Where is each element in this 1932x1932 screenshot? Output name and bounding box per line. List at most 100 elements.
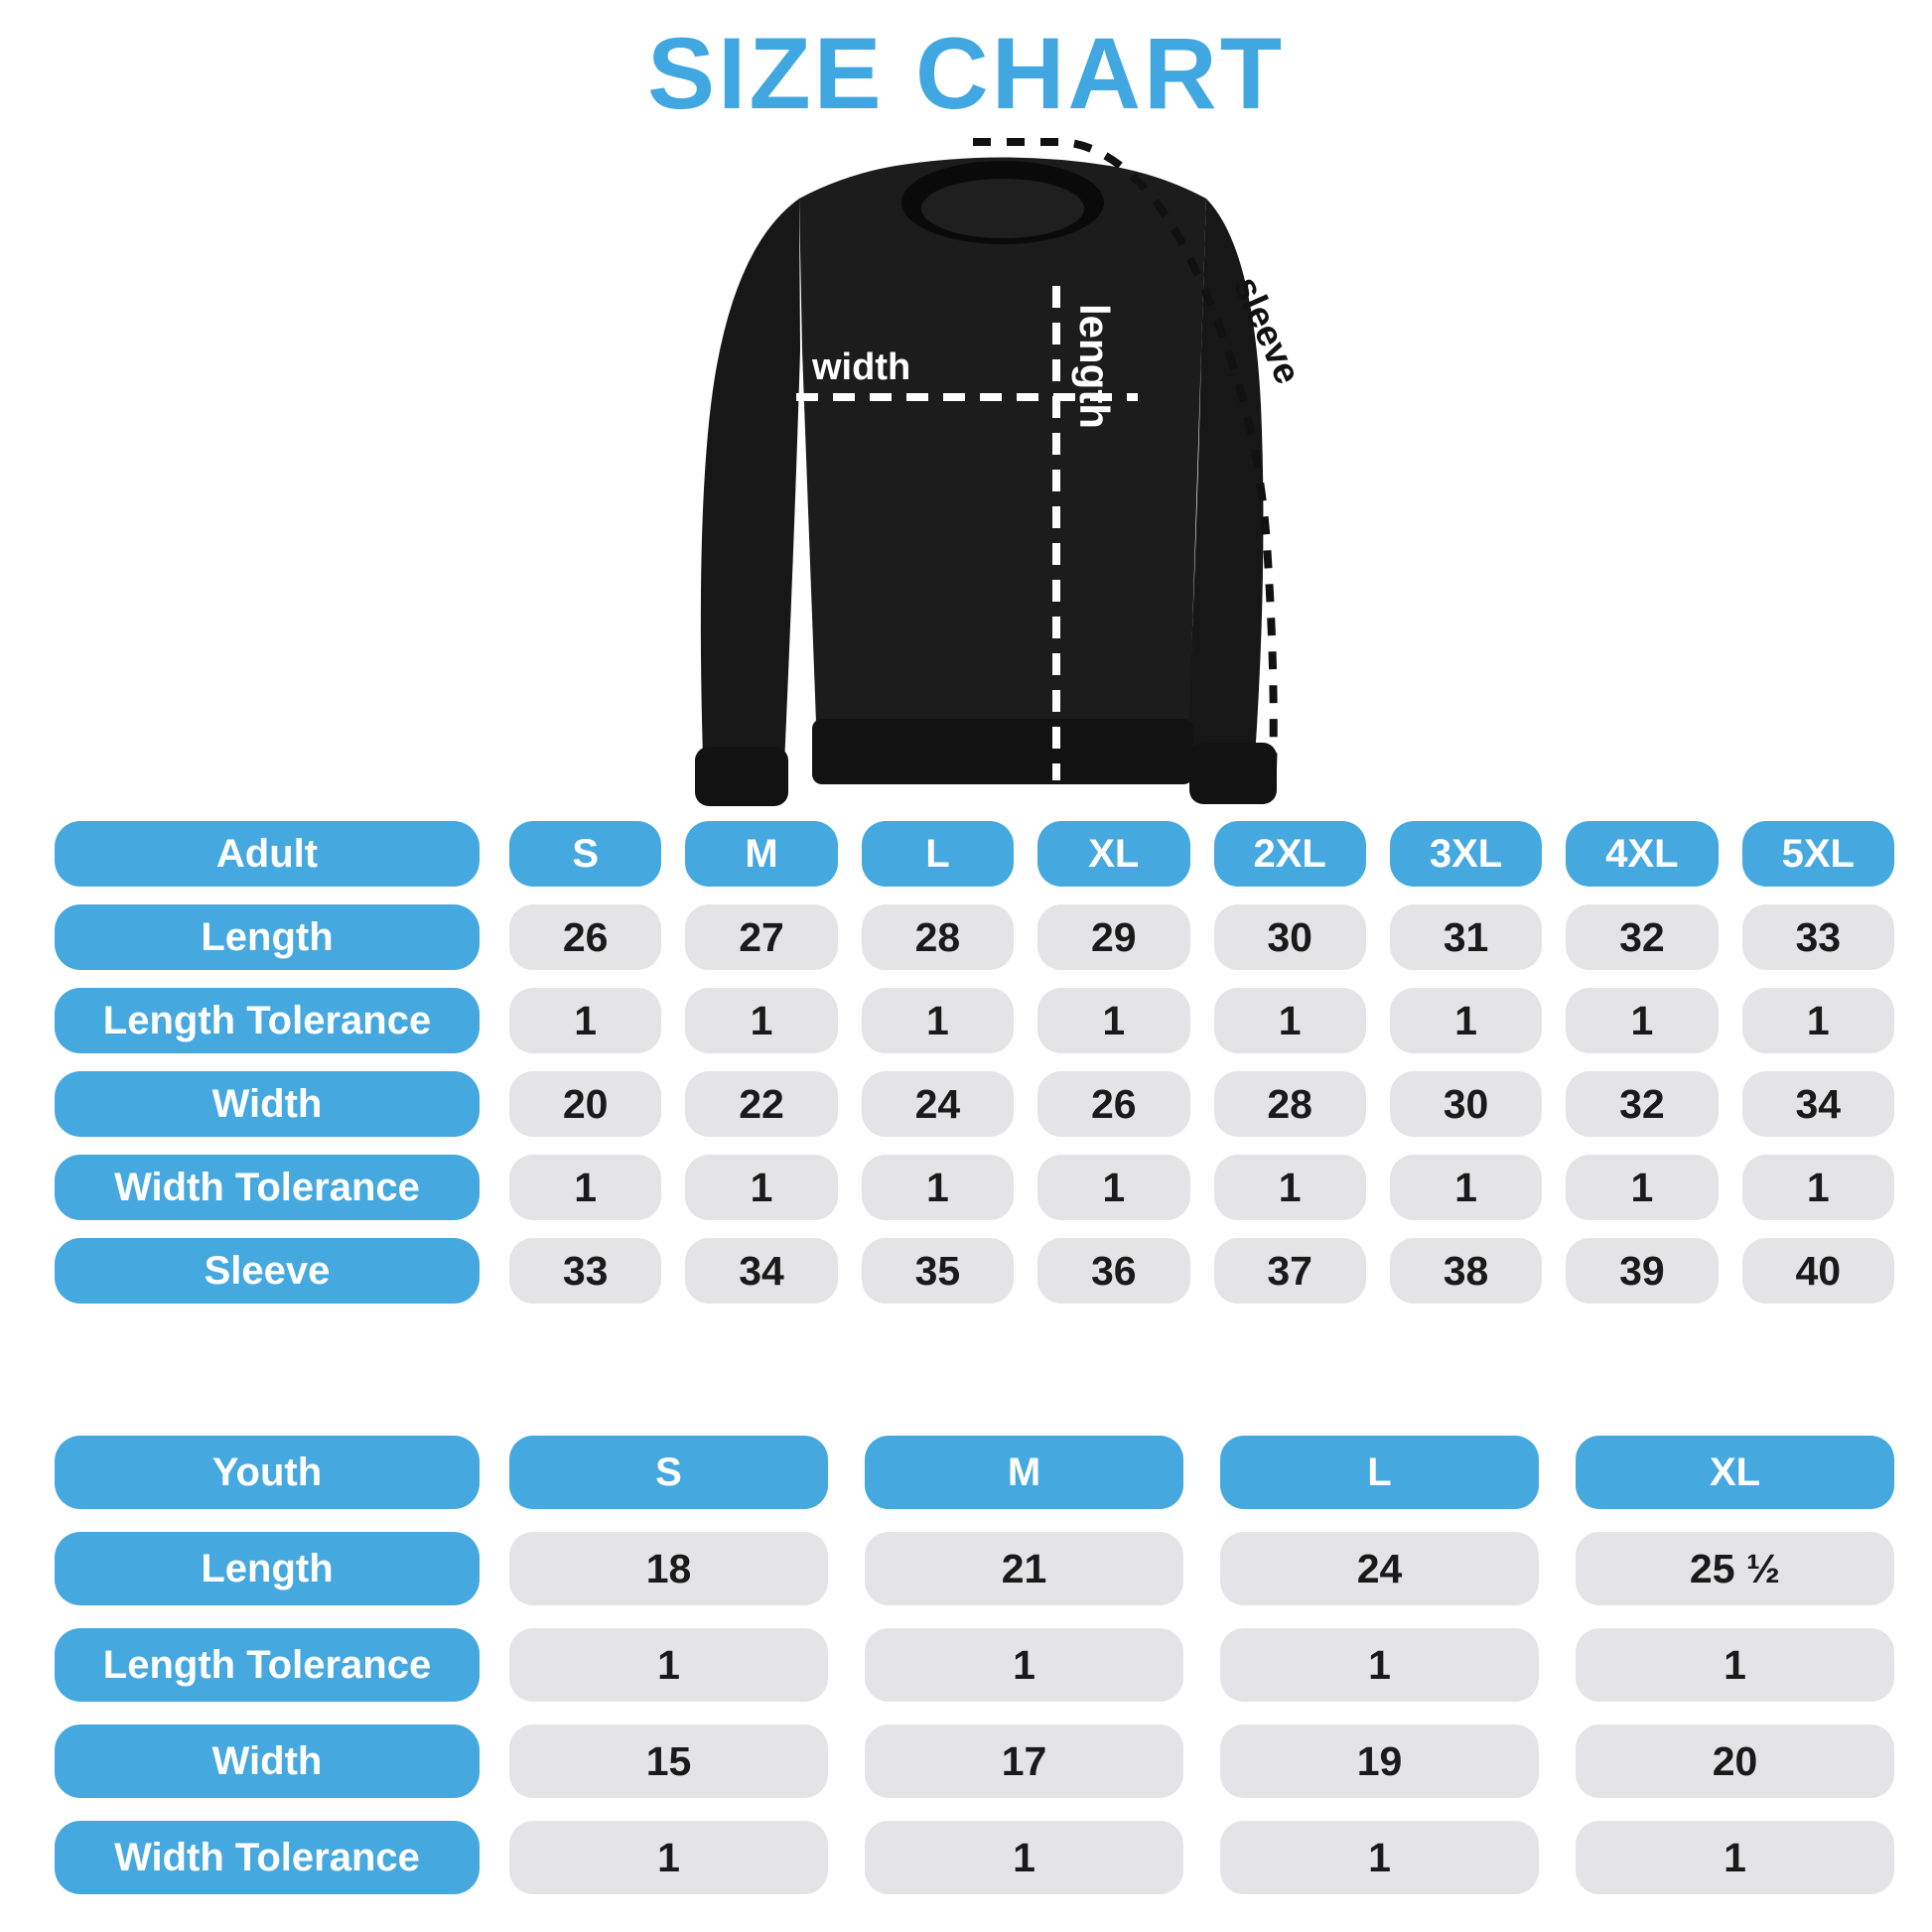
- measurement-value-cell: 38: [1389, 1238, 1543, 1304]
- collar-inner: [921, 179, 1084, 238]
- measurement-value-cell: 1: [1741, 988, 1894, 1053]
- measurement-value-cell: 1: [1213, 988, 1366, 1053]
- size-header-cell: 5XL: [1741, 821, 1894, 887]
- size-header-cell: 2XL: [1213, 821, 1366, 887]
- width-label: width: [811, 346, 910, 388]
- measurement-value-cell: 26: [509, 904, 662, 970]
- measurement-value-cell: 1: [1576, 1628, 1894, 1702]
- size-header-cell: L: [861, 821, 1015, 887]
- measurement-value-cell: 24: [861, 1071, 1015, 1137]
- measurement-value-cell: 15: [509, 1725, 828, 1798]
- measurement-value-cell: 20: [1576, 1725, 1894, 1798]
- measurement-value-cell: 1: [1037, 1155, 1190, 1220]
- measurement-value-cell: 1: [865, 1821, 1183, 1894]
- measurement-value-cell: 39: [1566, 1238, 1719, 1304]
- row-cells: 20 22 24 26 28 30 32 34: [509, 1071, 1894, 1137]
- row-label-pill: Width Tolerance: [55, 1821, 480, 1894]
- left-sleeve: [700, 199, 800, 764]
- left-cuff: [695, 747, 788, 806]
- measurement-value-cell: 20: [509, 1071, 662, 1137]
- row-label-pill: Length: [55, 904, 480, 970]
- measurement-value-cell: 21: [865, 1532, 1183, 1605]
- measurement-value-cell: 24: [1220, 1532, 1539, 1605]
- size-header-cell: S: [509, 1436, 828, 1509]
- measurement-value-cell: 33: [509, 1238, 662, 1304]
- youth-size-table: Youth S M L XL Length 18 21 24 25 ½ Length Toleran…: [55, 1436, 1894, 1917]
- measurement-value-cell: 32: [1566, 904, 1719, 970]
- measurement-value-cell: 30: [1213, 904, 1366, 970]
- sweatshirt-graphic: width length sleeve: [695, 138, 1309, 806]
- measurement-value-cell: 17: [865, 1725, 1183, 1798]
- row-label-pill: Youth: [55, 1436, 480, 1509]
- size-data-row: Width Tolerance 1 1 1 1 1 1 1 1: [55, 1155, 1894, 1220]
- size-header-cell: M: [865, 1436, 1183, 1509]
- size-data-row: Length Tolerance 1 1 1 1 1 1 1 1: [55, 988, 1894, 1053]
- measurement-value-cell: 26: [1037, 1071, 1190, 1137]
- row-label-pill: Width Tolerance: [55, 1155, 480, 1220]
- size-header-cell: 3XL: [1389, 821, 1543, 887]
- measurement-value-cell: 1: [1389, 988, 1543, 1053]
- row-cells: 15 17 19 20: [509, 1725, 1894, 1798]
- measurement-value-cell: 1: [1037, 988, 1190, 1053]
- measurement-value-cell: 1: [509, 1628, 828, 1702]
- measurement-value-cell: 28: [861, 904, 1015, 970]
- row-cells: 26 27 28 29 30 31 32 33: [509, 904, 1894, 970]
- measurement-value-cell: 1: [861, 988, 1015, 1053]
- measurement-value-cell: 1: [865, 1628, 1183, 1702]
- page-title: SIZE CHART: [647, 17, 1285, 130]
- row-label-pill: Length Tolerance: [55, 1628, 480, 1702]
- measurement-value-cell: 34: [1741, 1071, 1894, 1137]
- measurement-value-cell: 1: [1220, 1821, 1539, 1894]
- measurement-value-cell: 1: [1213, 1155, 1366, 1220]
- row-label-pill: Length Tolerance: [55, 988, 480, 1053]
- measurement-value-cell: 1: [685, 1155, 838, 1220]
- measurement-value-cell: 1: [1741, 1155, 1894, 1220]
- size-header-cell: XL: [1576, 1436, 1894, 1509]
- measurement-value-cell: 25 ½: [1576, 1532, 1894, 1605]
- size-data-row: Length 26 27 28 29 30 31 32 33: [55, 904, 1894, 970]
- measurement-value-cell: 28: [1213, 1071, 1366, 1137]
- size-data-row: Length Tolerance 1 1 1 1: [55, 1628, 1894, 1702]
- size-header-row: Adult S M L XL 2XL 3XL 4XL 5XL: [55, 821, 1894, 887]
- size-header-cell: 4XL: [1566, 821, 1719, 887]
- right-sleeve: [1186, 199, 1264, 762]
- size-data-row: Length 18 21 24 25 ½: [55, 1532, 1894, 1605]
- measurement-value-cell: 30: [1389, 1071, 1543, 1137]
- measurement-value-cell: 1: [509, 1155, 662, 1220]
- measurement-value-cell: 1: [1566, 1155, 1719, 1220]
- size-header-cell: S: [509, 821, 662, 887]
- adult-size-table: Adult S M L XL 2XL 3XL 4XL 5XL Length 26 27 28 29 30 31…: [55, 821, 1894, 1321]
- row-label-pill: Width: [55, 1725, 480, 1798]
- measurement-value-cell: 31: [1389, 904, 1543, 970]
- size-header-row: Youth S M L XL: [55, 1436, 1894, 1509]
- measurement-value-cell: 1: [509, 1821, 828, 1894]
- measurement-value-cell: 1: [1566, 988, 1719, 1053]
- hem-band: [812, 719, 1193, 784]
- row-cells: S M L XL: [509, 1436, 1894, 1509]
- size-data-row: Width 15 17 19 20: [55, 1725, 1894, 1798]
- size-data-row: Width Tolerance 1 1 1 1: [55, 1821, 1894, 1894]
- row-label-pill: Sleeve: [55, 1238, 480, 1304]
- right-cuff: [1189, 743, 1277, 804]
- sleeve-measure-line: [973, 138, 1278, 771]
- size-header-cell: M: [685, 821, 838, 887]
- row-label-pill: Adult: [55, 821, 480, 887]
- sweatshirt-body: [799, 157, 1206, 723]
- measurement-value-cell: 1: [1389, 1155, 1543, 1220]
- measurement-value-cell: 19: [1220, 1725, 1539, 1798]
- length-label: length: [1071, 304, 1118, 429]
- measurement-value-cell: 35: [861, 1238, 1015, 1304]
- measurement-value-cell: 1: [685, 988, 838, 1053]
- measurement-value-cell: 1: [861, 1155, 1015, 1220]
- measurement-value-cell: 1: [1220, 1628, 1539, 1702]
- size-data-row: Sleeve 33 34 35 36 37 38 39 40: [55, 1238, 1894, 1304]
- measurement-value-cell: 32: [1566, 1071, 1719, 1137]
- size-header-cell: L: [1220, 1436, 1539, 1509]
- measurement-value-cell: 33: [1741, 904, 1894, 970]
- measurement-value-cell: 36: [1037, 1238, 1190, 1304]
- sweatshirt-diagram: width length sleeve: [546, 117, 1360, 818]
- row-cells: 33 34 35 36 37 38 39 40: [509, 1238, 1894, 1304]
